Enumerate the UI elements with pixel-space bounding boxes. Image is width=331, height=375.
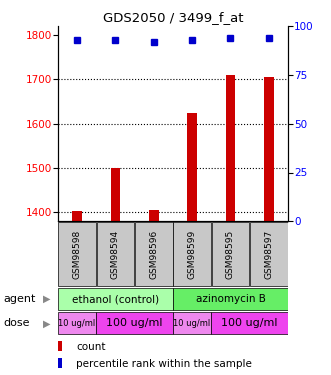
- Text: count: count: [76, 342, 106, 352]
- Text: agent: agent: [3, 294, 36, 304]
- Text: 10 ug/ml: 10 ug/ml: [173, 319, 211, 328]
- Text: ethanol (control): ethanol (control): [72, 294, 159, 304]
- Bar: [250, 222, 288, 286]
- Bar: [211, 312, 288, 334]
- Bar: [58, 222, 96, 286]
- Text: ▶: ▶: [43, 318, 51, 328]
- Text: 10 ug/ml: 10 ug/ml: [59, 319, 96, 328]
- Bar: [58, 358, 62, 368]
- Bar: [187, 112, 197, 221]
- Bar: [111, 168, 120, 221]
- Text: GSM98598: GSM98598: [72, 230, 82, 279]
- Bar: [135, 222, 172, 286]
- Bar: [58, 341, 62, 351]
- Text: 100 ug/ml: 100 ug/ml: [106, 318, 163, 328]
- Bar: [212, 222, 249, 286]
- Bar: [264, 77, 274, 221]
- Bar: [173, 288, 288, 310]
- Title: GDS2050 / 3499_f_at: GDS2050 / 3499_f_at: [103, 11, 243, 24]
- Text: dose: dose: [3, 318, 30, 328]
- Bar: [58, 312, 96, 334]
- Bar: [72, 211, 82, 221]
- Text: azinomycin B: azinomycin B: [196, 294, 265, 304]
- Text: percentile rank within the sample: percentile rank within the sample: [76, 359, 252, 369]
- Bar: [149, 210, 159, 221]
- Bar: [173, 222, 211, 286]
- Bar: [226, 75, 235, 221]
- Bar: [58, 288, 173, 310]
- Text: GSM98596: GSM98596: [149, 230, 158, 279]
- Text: GSM98594: GSM98594: [111, 230, 120, 279]
- Text: GSM98599: GSM98599: [188, 230, 197, 279]
- Text: GSM98597: GSM98597: [264, 230, 273, 279]
- Bar: [96, 312, 173, 334]
- Bar: [173, 312, 211, 334]
- Bar: [97, 222, 134, 286]
- Text: ▶: ▶: [43, 294, 51, 304]
- Text: GSM98595: GSM98595: [226, 230, 235, 279]
- Text: 100 ug/ml: 100 ug/ml: [221, 318, 278, 328]
